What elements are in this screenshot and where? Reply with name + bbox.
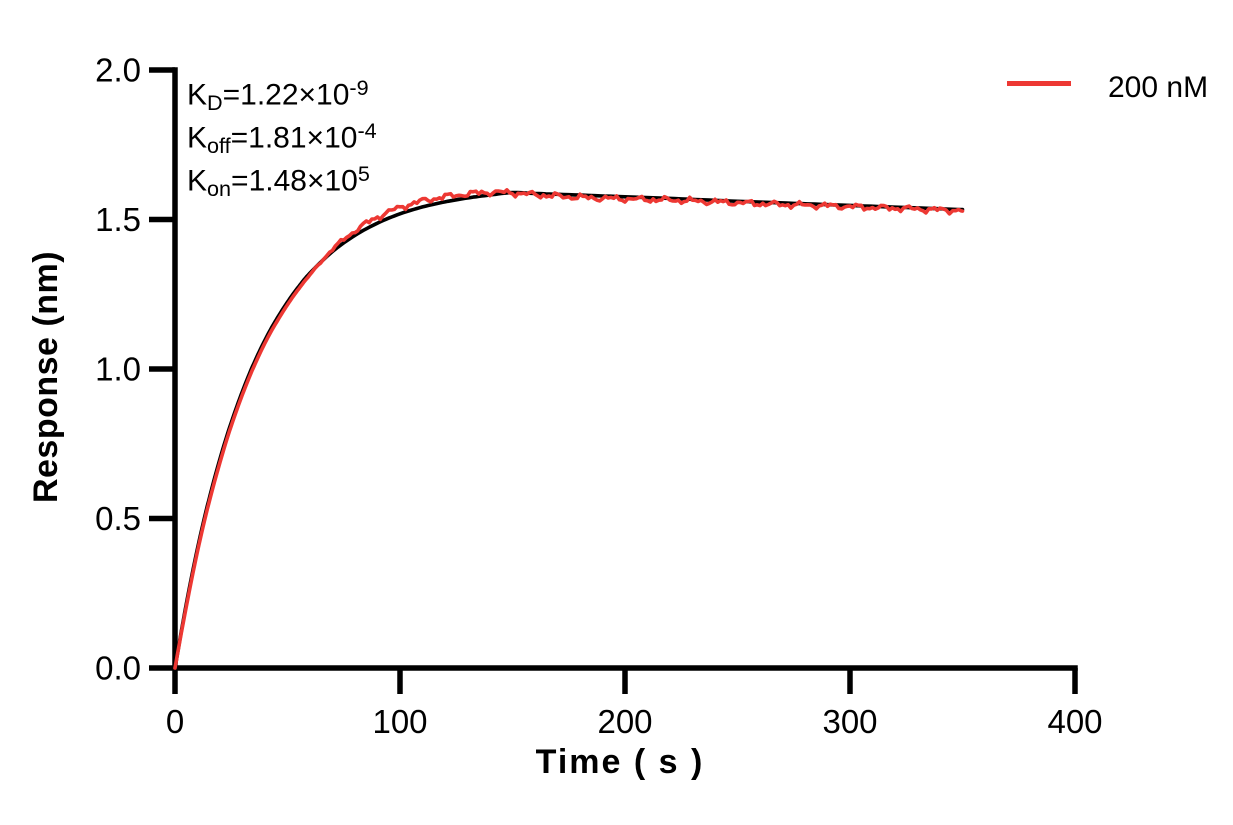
annotation-kd: KD=1.22×10-9	[187, 75, 369, 116]
y-tick-label: 1.0	[95, 351, 141, 388]
x-tick-label: 300	[822, 703, 877, 740]
x-tick-label: 0	[166, 703, 184, 740]
y-tick-label: 2.0	[95, 52, 141, 89]
fit-curve	[173, 190, 965, 670]
annotation-kon: Kon=1.48×105	[187, 161, 370, 202]
x-tick-label: 100	[372, 703, 427, 740]
data-curve-200nM	[173, 188, 965, 670]
y-axis-title: Response (nm)	[27, 250, 65, 504]
kinetics-annotations: KD=1.22×10-9 Koff=1.81×10-4 Kon=1.48×105	[187, 66, 377, 202]
x-tick-label: 200	[597, 703, 652, 740]
legend-label: 200 nM	[1108, 71, 1209, 104]
x-axis-title: Time ( s )	[535, 743, 705, 781]
y-tick-label: 0.0	[95, 650, 141, 687]
legend-line-swatch	[1007, 81, 1071, 86]
annotation-koff: Koff=1.81×10-4	[187, 118, 377, 159]
y-tick-label: 1.5	[95, 201, 141, 238]
x-tick-label: 400	[1047, 703, 1102, 740]
y-tick-label: 0.5	[95, 500, 141, 537]
